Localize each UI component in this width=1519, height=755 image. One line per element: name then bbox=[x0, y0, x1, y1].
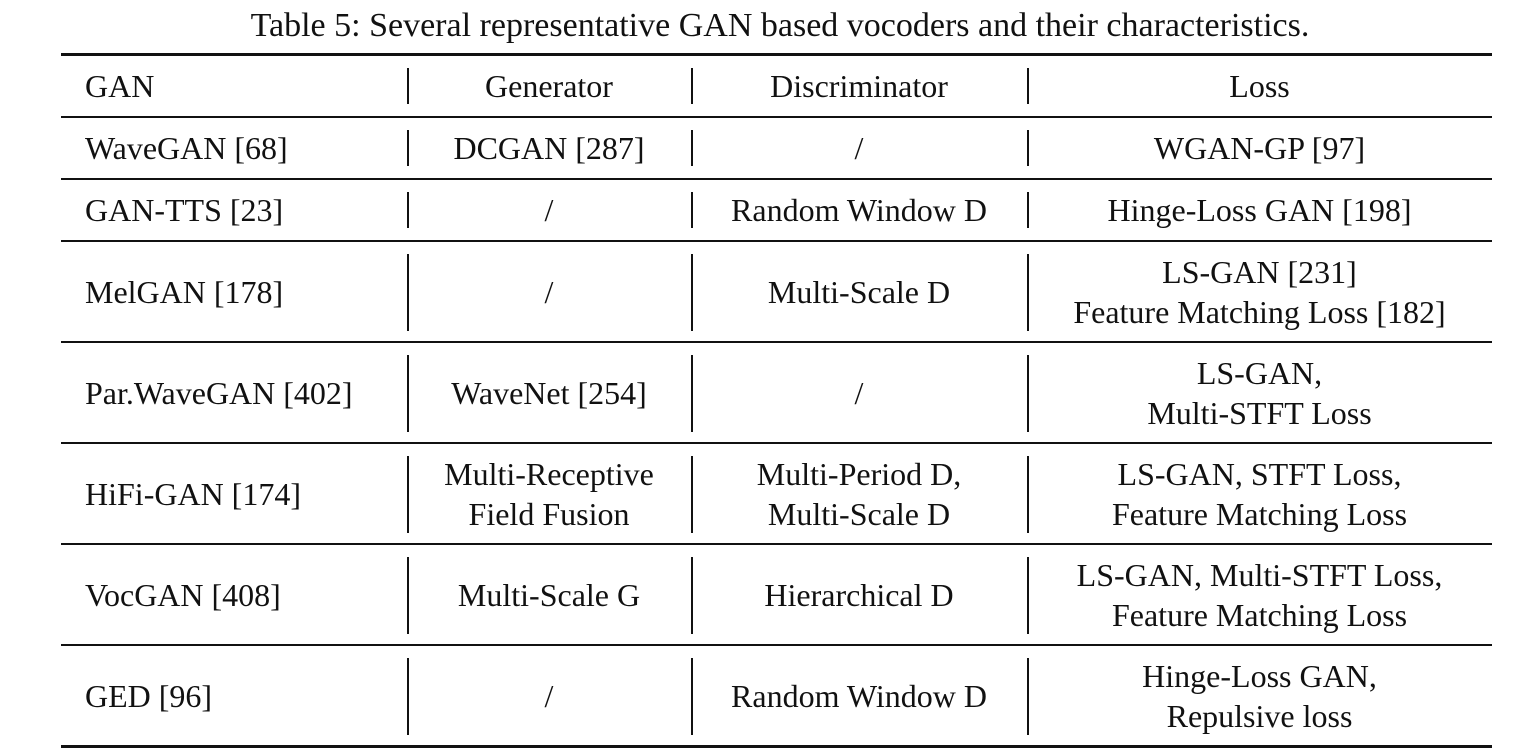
cell-gan: WaveGAN [68] bbox=[85, 130, 288, 166]
cell-generator: WaveNet [254] bbox=[407, 342, 691, 443]
cell-loss: Hinge-Loss GAN [198] bbox=[1027, 179, 1492, 241]
vocoder-table: GAN Generator Discriminator Loss WaveGAN… bbox=[61, 53, 1492, 748]
cell-generator: / bbox=[407, 241, 691, 342]
cell-discriminator: Random Window D bbox=[691, 179, 1027, 241]
cell-gan: VocGAN [408] bbox=[85, 576, 281, 613]
table-row: WaveGAN [68] DCGAN [287] / WGAN-GP [97] bbox=[61, 117, 1492, 179]
header-discriminator: Discriminator bbox=[691, 55, 1027, 118]
cell-loss: WGAN-GP [97] bbox=[1027, 117, 1492, 179]
cell-loss: LS-GAN [231] Feature Matching Loss [182] bbox=[1027, 241, 1492, 342]
cell-discriminator: Multi-Scale D bbox=[691, 241, 1027, 342]
cell-discriminator: Random Window D bbox=[691, 645, 1027, 747]
cell-loss: Hinge-Loss GAN, Repulsive loss bbox=[1027, 645, 1492, 747]
cell-gan: MelGAN [178] bbox=[85, 273, 284, 310]
cell-discriminator: Hierarchical D bbox=[691, 544, 1027, 645]
table-row: GED [96] / Random Window D Hinge-Loss GA… bbox=[61, 645, 1492, 747]
cell-generator: Multi-Scale G bbox=[407, 544, 691, 645]
table-caption: Table 5: Several representative GAN base… bbox=[250, 7, 1310, 44]
cell-gan: HiFi-GAN [174] bbox=[85, 475, 301, 512]
cell-discriminator: Multi-Period D, Multi-Scale D bbox=[691, 443, 1027, 544]
header-gan: GAN bbox=[85, 68, 155, 104]
cell-generator: DCGAN [287] bbox=[407, 117, 691, 179]
table-header-row: GAN Generator Discriminator Loss bbox=[61, 54, 1492, 118]
cell-loss: LS-GAN, Multi-STFT Loss, Feature Matching… bbox=[1027, 544, 1492, 645]
cell-loss: LS-GAN, Multi-STFT Loss bbox=[1027, 342, 1492, 443]
header-generator: Generator bbox=[407, 55, 691, 118]
cell-loss: LS-GAN, STFT Loss, Feature Matching Loss bbox=[1027, 443, 1492, 544]
table-row: Par.WaveGAN [402] WaveNet [254] / LS-GAN… bbox=[61, 342, 1492, 443]
cell-discriminator: / bbox=[691, 342, 1027, 443]
cell-gan: GAN-TTS [23] bbox=[85, 192, 284, 228]
table-row: HiFi-GAN [174] Multi-Receptive Field Fusi… bbox=[61, 443, 1492, 544]
cell-discriminator: / bbox=[691, 117, 1027, 179]
cell-generator: Multi-Receptive Field Fusion bbox=[407, 443, 691, 544]
cell-generator: / bbox=[407, 645, 691, 747]
table-row: VocGAN [408] Multi-Scale G Hierarchical … bbox=[61, 544, 1492, 645]
table-row: GAN-TTS [23] / Random Window D Hinge-Los… bbox=[61, 179, 1492, 241]
header-loss: Loss bbox=[1027, 55, 1492, 118]
cell-generator: / bbox=[407, 179, 691, 241]
cell-gan: Par.WaveGAN [402] bbox=[85, 374, 353, 411]
cell-gan: GED [96] bbox=[85, 677, 213, 714]
table-row: MelGAN [178] / Multi-Scale D LS-GAN [231… bbox=[61, 241, 1492, 342]
